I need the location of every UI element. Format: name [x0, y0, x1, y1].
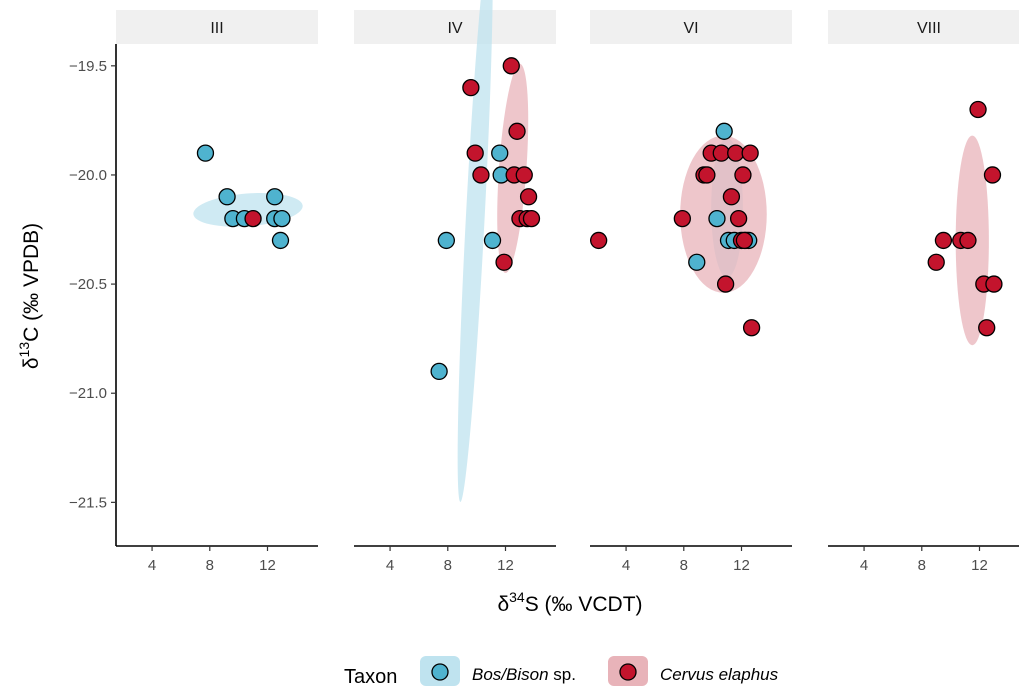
- facet-label-VI: VI: [683, 20, 698, 37]
- bos-point: [491, 144, 509, 162]
- cervus-point: [729, 209, 748, 228]
- y-axis: −19.5 −20.0 −20.5 −21.0 −21.5: [69, 44, 117, 546]
- facet-label-VIII: VIII: [917, 20, 941, 37]
- legend-point-cervus: [619, 663, 637, 681]
- facet-label-III: III: [210, 20, 223, 37]
- facet-panel-IV: IV: [354, 0, 556, 502]
- cervus-point: [934, 231, 953, 250]
- cervus-point: [495, 253, 513, 271]
- cervus-point: [698, 166, 716, 184]
- bos-point: [271, 231, 290, 250]
- bos-point: [266, 188, 284, 206]
- cervus-point: [502, 57, 520, 75]
- facet-strip-IV: [354, 10, 556, 44]
- cervus-point: [515, 166, 533, 184]
- bos-point: [708, 209, 726, 228]
- cervus-point: [673, 209, 691, 228]
- x-tick-label: 4: [386, 557, 394, 574]
- x-axis-title: δ34S (‰ VCDT): [497, 589, 642, 616]
- points-VIII: [927, 100, 1003, 337]
- cervus-point: [741, 144, 759, 162]
- cervus-point: [472, 166, 490, 184]
- cervus-point: [716, 275, 735, 293]
- bos-point: [196, 144, 215, 162]
- cervus-point: [727, 144, 745, 162]
- cervus-point: [978, 319, 996, 337]
- cervus-point: [985, 275, 1003, 293]
- cervus-point: [590, 231, 608, 250]
- x-tick-label: 4: [860, 557, 868, 574]
- y-axis-title: δ13C (‰ VPDB): [16, 223, 43, 369]
- legend-point-bos: [431, 663, 449, 681]
- ellipses-IV: [457, 0, 529, 502]
- cervus-point: [983, 166, 1002, 184]
- facet-panel-III: III: [116, 10, 318, 250]
- cervus-point: [522, 209, 541, 228]
- y-tick-label: −20.0: [69, 167, 107, 184]
- x-tick-label: 12: [259, 557, 276, 574]
- bos-ellipse-IV: [457, 0, 493, 502]
- y-tick-label: −21.0: [69, 385, 107, 402]
- facet-strip-VIII: [828, 10, 1019, 44]
- x-tick-label: 8: [206, 557, 214, 574]
- bos-point: [483, 231, 502, 250]
- cervus-point: [959, 231, 977, 250]
- points-III: [196, 144, 291, 250]
- facet-panel-VI: VI: [590, 10, 792, 337]
- bos-point: [273, 209, 291, 228]
- cervus-point: [734, 166, 752, 184]
- cervus-point: [969, 100, 987, 119]
- points-VI: [590, 122, 761, 337]
- legend-label-cervus: Cervus elaphus: [660, 665, 779, 684]
- x-tick-label: 12: [497, 557, 514, 574]
- facet-label-IV: IV: [447, 20, 462, 37]
- facet-strip-III: [116, 10, 318, 44]
- x-tick-label: 4: [148, 557, 156, 574]
- x-tick-label: 8: [680, 557, 688, 574]
- points-IV: [430, 57, 541, 381]
- cervus-point: [722, 188, 741, 206]
- cervus-point: [462, 79, 480, 97]
- x-tick-label: 8: [918, 557, 926, 574]
- cervus-point: [927, 253, 945, 271]
- bos-point: [715, 122, 733, 140]
- bos-point: [437, 231, 455, 250]
- facet-strip-VI: [590, 10, 792, 44]
- cervus-point: [742, 319, 761, 337]
- cervus-point: [508, 122, 526, 140]
- y-tick-label: −21.5: [69, 494, 107, 511]
- cervus-point: [466, 144, 484, 162]
- legend-title: Taxon: [344, 666, 397, 688]
- cervus-point: [244, 209, 262, 228]
- cervus-point: [735, 231, 754, 250]
- x-tick-label: 8: [444, 557, 452, 574]
- bos-point: [218, 188, 236, 206]
- cervus-point: [712, 144, 730, 162]
- facet-panel-VIII: VIII: [828, 10, 1019, 346]
- cervus-point: [519, 188, 538, 206]
- y-tick-label: −20.5: [69, 276, 107, 293]
- y-tick-label: −19.5: [69, 58, 107, 75]
- bos-point: [688, 253, 706, 271]
- bos-point: [430, 362, 448, 381]
- legend-label-bos: Bos/Bison sp.: [472, 665, 576, 684]
- x-tick-label: 4: [622, 557, 630, 574]
- x-axes: 4 8 12 4 8 12 4 8 12 4 8 12: [116, 545, 1019, 574]
- x-tick-label: 12: [733, 557, 750, 574]
- facet-panels: III IV VI VIII: [116, 0, 1019, 502]
- x-tick-label: 12: [971, 557, 988, 574]
- legend: Taxon Bos/Bison sp. Cervus elaphus: [344, 656, 779, 688]
